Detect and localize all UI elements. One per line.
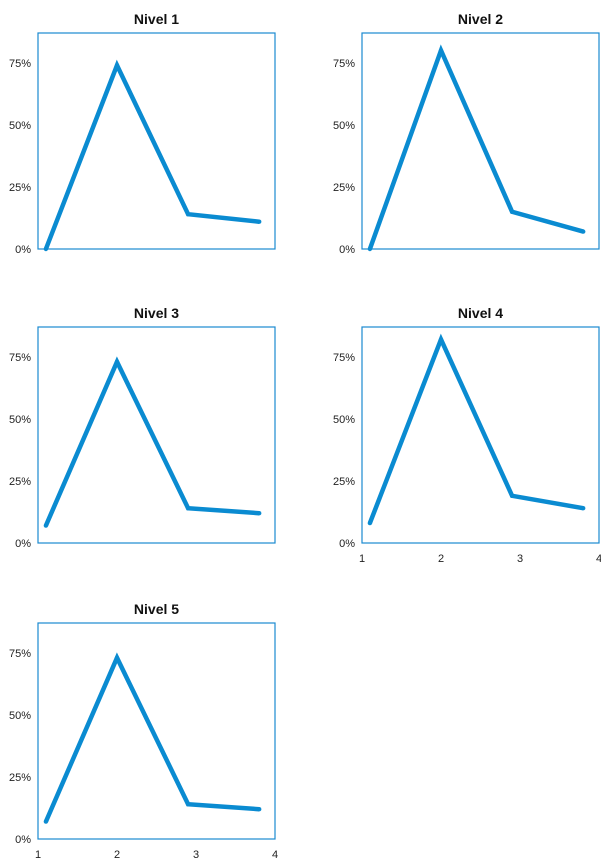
- y-tick-label: 50%: [333, 414, 355, 426]
- series-line: [43, 356, 260, 527]
- y-tick-label: 0%: [339, 538, 355, 550]
- series-line: [43, 59, 260, 250]
- y-tick-label: 0%: [15, 538, 31, 550]
- data-point: [185, 506, 191, 511]
- y-tick-label: 25%: [9, 182, 31, 194]
- y-tick-label: 75%: [9, 648, 31, 660]
- y-tick-label: 50%: [9, 710, 31, 722]
- series-line: [43, 652, 260, 823]
- panel-title: Nivel 5: [134, 601, 179, 617]
- plot-frame: [37, 32, 276, 250]
- panel-nivel-2: Nivel 2 0% 25% 50% 75%: [333, 11, 600, 256]
- data-point: [438, 48, 444, 53]
- series-line: [367, 333, 584, 524]
- data-point: [581, 506, 586, 511]
- data-point: [43, 523, 49, 528]
- y-tick-label: 25%: [9, 476, 31, 488]
- x-tick-label: 4: [596, 553, 601, 565]
- data-point: [114, 359, 120, 364]
- x-tick-label: 3: [517, 553, 523, 565]
- panel-title: Nivel 3: [134, 305, 179, 321]
- plot-frame: [37, 326, 276, 544]
- data-point: [43, 246, 49, 252]
- y-tick-label: 0%: [15, 244, 31, 256]
- data-point: [257, 219, 262, 224]
- data-point: [367, 520, 373, 526]
- data-point: [185, 802, 191, 807]
- y-tick-label: 25%: [9, 772, 31, 784]
- plot-frame: [37, 622, 276, 840]
- x-tick-label: 2: [438, 553, 444, 565]
- data-point: [509, 209, 515, 214]
- y-tick-label: 25%: [333, 182, 355, 194]
- data-point: [367, 246, 373, 252]
- series-line: [367, 44, 584, 250]
- y-tick-label: 75%: [333, 58, 355, 70]
- x-tick-label: 1: [359, 553, 365, 565]
- y-tick-label: 50%: [9, 414, 31, 426]
- panel-title: Nivel 1: [134, 11, 179, 27]
- x-tick-label: 2: [114, 849, 120, 861]
- plot-frame: [361, 326, 600, 544]
- panel-nivel-5: Nivel 5 0% 25% 50% 75% 1 2 3 4: [9, 601, 278, 861]
- y-tick-label: 75%: [9, 352, 31, 364]
- x-tick-label: 1: [35, 849, 41, 861]
- plot-frame: [361, 32, 600, 250]
- x-tick-label: 3: [193, 849, 199, 861]
- panel-title: Nivel 4: [458, 305, 503, 321]
- data-point: [257, 807, 262, 812]
- data-point: [185, 212, 191, 217]
- data-point: [581, 229, 586, 234]
- data-point: [114, 655, 120, 660]
- data-point: [509, 493, 515, 498]
- y-tick-label: 50%: [333, 120, 355, 132]
- data-point: [438, 337, 444, 342]
- panel-nivel-1: Nivel 1 0% 25% 50% 75%: [9, 11, 276, 256]
- x-tick-label: 4: [272, 849, 278, 861]
- y-tick-label: 0%: [15, 834, 31, 846]
- y-tick-label: 25%: [333, 476, 355, 488]
- data-point: [114, 63, 120, 68]
- panel-title: Nivel 2: [458, 11, 503, 27]
- data-point: [257, 511, 262, 516]
- panel-nivel-4: Nivel 4 0% 25% 50% 75% 1 2 3 4: [333, 305, 601, 565]
- panel-nivel-3: Nivel 3 0% 25% 50% 75%: [9, 305, 276, 550]
- data-point: [43, 819, 49, 824]
- y-tick-label: 0%: [339, 244, 355, 256]
- y-tick-label: 50%: [9, 120, 31, 132]
- y-tick-label: 75%: [333, 352, 355, 364]
- y-tick-label: 75%: [9, 58, 31, 70]
